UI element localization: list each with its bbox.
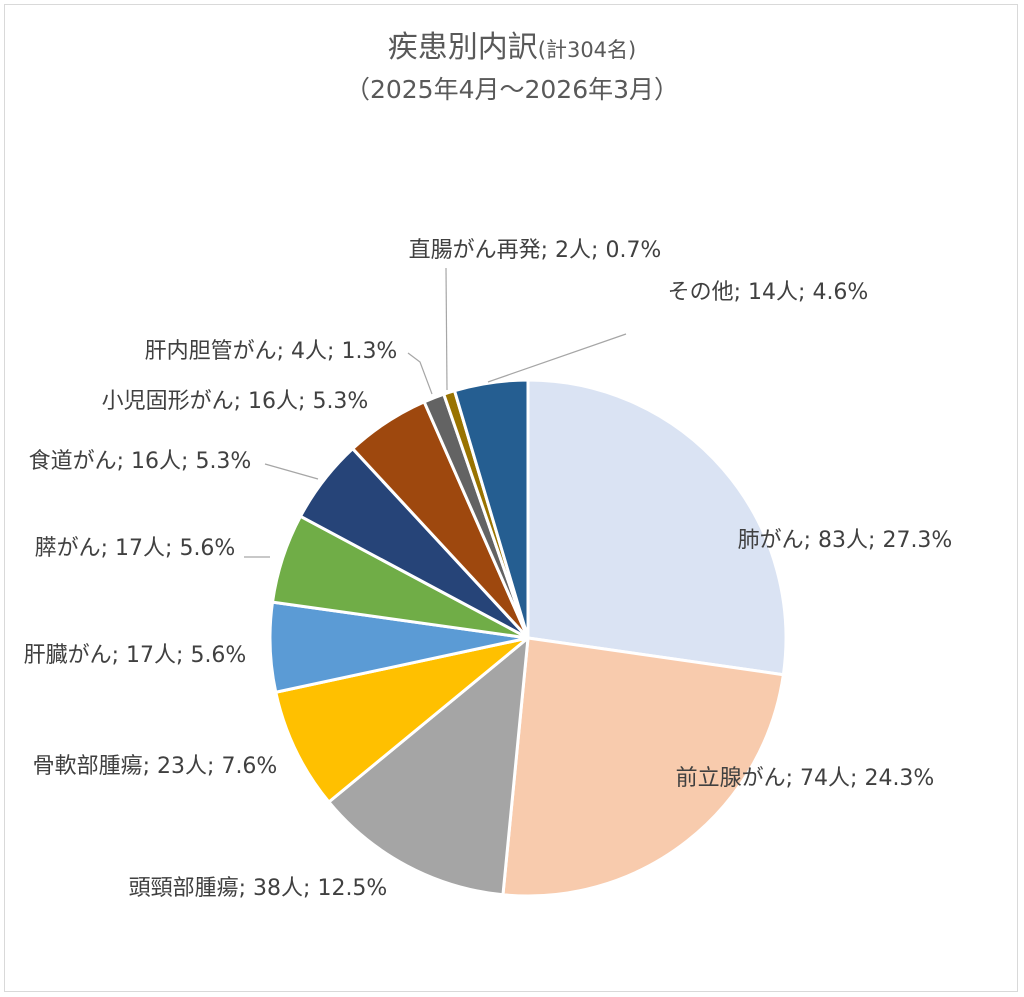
chart-title: 疾患別内訳(計304名) bbox=[388, 30, 636, 65]
data-label: 食道がん; 16人; 5.3% bbox=[29, 449, 252, 474]
chart-subtitle: （2025年4月～2026年3月） bbox=[345, 75, 679, 104]
pie-slice bbox=[453, 378, 530, 640]
data-label: 肝内胆管がん; 4人; 1.3% bbox=[145, 339, 398, 364]
data-label: 骨軟部腫瘍; 23人; 7.6% bbox=[33, 754, 278, 779]
data-label: その他; 14人; 4.6% bbox=[668, 280, 869, 305]
leader-line bbox=[407, 352, 433, 395]
data-label: 小児固形がん; 16人; 5.3% bbox=[102, 389, 369, 414]
pie-slice bbox=[501, 636, 785, 898]
leader-line bbox=[487, 333, 627, 383]
data-label: 直腸がん再発; 2人; 0.7% bbox=[409, 238, 662, 263]
data-labels: 肺がん; 83人; 27.3% 前立腺がん; 74人; 24.3% 頭頸部腫瘍; 3… bbox=[24, 238, 953, 901]
pie-slice bbox=[526, 378, 788, 677]
pie-slices bbox=[268, 378, 788, 898]
leader-line bbox=[445, 267, 448, 391]
chart-title-note: (計304名) bbox=[538, 38, 636, 62]
data-label: 膵がん; 17人; 5.6% bbox=[35, 536, 236, 561]
data-label: 前立腺がん; 74人; 24.3% bbox=[676, 766, 935, 791]
data-label: 肺がん; 83人; 27.3% bbox=[738, 528, 953, 553]
chart-title-main: 疾患別内訳 bbox=[388, 30, 538, 65]
leader-lines bbox=[244, 267, 627, 558]
pie-slice bbox=[327, 636, 530, 897]
data-label: 肝臓がん; 17人; 5.6% bbox=[24, 643, 247, 668]
leader-line bbox=[264, 463, 319, 480]
data-label: 頭頸部腫瘍; 38人; 12.5% bbox=[129, 876, 388, 901]
